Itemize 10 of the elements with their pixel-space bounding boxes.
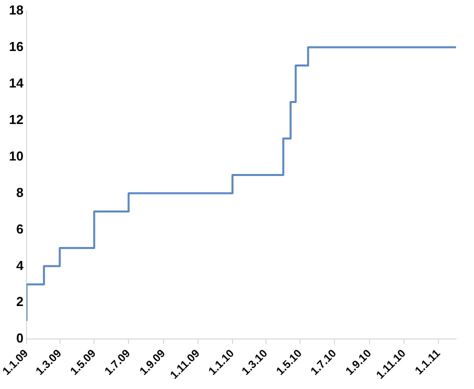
y-tick-label: 10	[8, 148, 24, 164]
y-tick-label: 8	[16, 184, 24, 200]
y-tick-label: 14	[8, 75, 24, 90]
y-tick-label: 18	[8, 2, 24, 18]
y-tick-label: 12	[8, 112, 24, 127]
y-tick-label: 6	[16, 221, 24, 236]
y-tick-label: 16	[8, 38, 24, 54]
y-tick-label: 4	[16, 258, 24, 273]
y-tick-label: 0	[16, 330, 24, 346]
y-tick-label: 2	[16, 294, 24, 310]
